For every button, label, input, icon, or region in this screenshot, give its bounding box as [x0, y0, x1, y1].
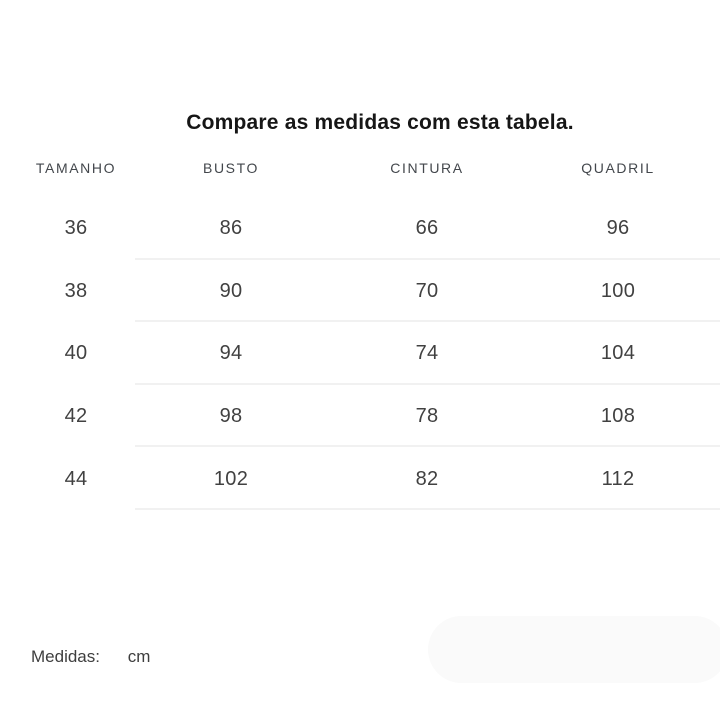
table-header-row: TAMANHO BUSTO CINTURA QUADRIL — [0, 156, 720, 180]
row-divider — [135, 382, 720, 385]
row-divider — [135, 257, 720, 260]
cell-quadril: 96 — [606, 217, 630, 240]
cell-tamanho: 36 — [64, 217, 88, 240]
cell-cintura: 66 — [415, 217, 439, 240]
faint-pill-shape — [428, 616, 720, 683]
size-table-body: 36 86 66 96 38 90 70 100 40 94 74 104 42… — [0, 197, 720, 510]
cell-busto: 98 — [219, 405, 243, 428]
cell-cintura: 74 — [415, 342, 439, 365]
measurement-unit-value: cm — [127, 647, 151, 666]
row-divider — [135, 320, 720, 323]
cell-tamanho: 40 — [64, 342, 88, 365]
cell-tamanho: 42 — [64, 405, 88, 428]
cell-busto: 86 — [219, 217, 243, 240]
measurement-unit-row: Medidas: cm — [31, 645, 150, 669]
page-title: Compare as medidas com esta tabela. — [186, 111, 574, 134]
row-divider — [135, 507, 720, 510]
table-row: 38 90 70 100 — [0, 260, 720, 323]
column-header-busto: BUSTO — [203, 160, 259, 176]
row-divider — [135, 445, 720, 448]
table-row: 42 98 78 108 — [0, 385, 720, 448]
cell-quadril: 108 — [600, 405, 636, 428]
cell-busto: 90 — [219, 279, 243, 302]
column-header-quadril: QUADRIL — [581, 160, 655, 176]
column-header-cintura: CINTURA — [390, 160, 464, 176]
cell-cintura: 70 — [415, 279, 439, 302]
column-header-tamanho: TAMANHO — [35, 160, 117, 176]
cell-tamanho: 38 — [64, 279, 88, 302]
table-row: 36 86 66 96 — [0, 197, 720, 260]
cell-busto: 102 — [213, 467, 249, 490]
cell-quadril: 100 — [600, 279, 636, 302]
cell-quadril: 112 — [601, 467, 635, 490]
cell-quadril: 104 — [600, 342, 636, 365]
measurement-label: Medidas: — [31, 647, 100, 666]
cell-cintura: 78 — [415, 405, 439, 428]
table-row: 44 102 82 112 — [0, 447, 720, 510]
cell-cintura: 82 — [415, 467, 439, 490]
cell-busto: 94 — [219, 342, 243, 365]
cell-tamanho: 44 — [64, 467, 88, 490]
table-row: 40 94 74 104 — [0, 322, 720, 385]
